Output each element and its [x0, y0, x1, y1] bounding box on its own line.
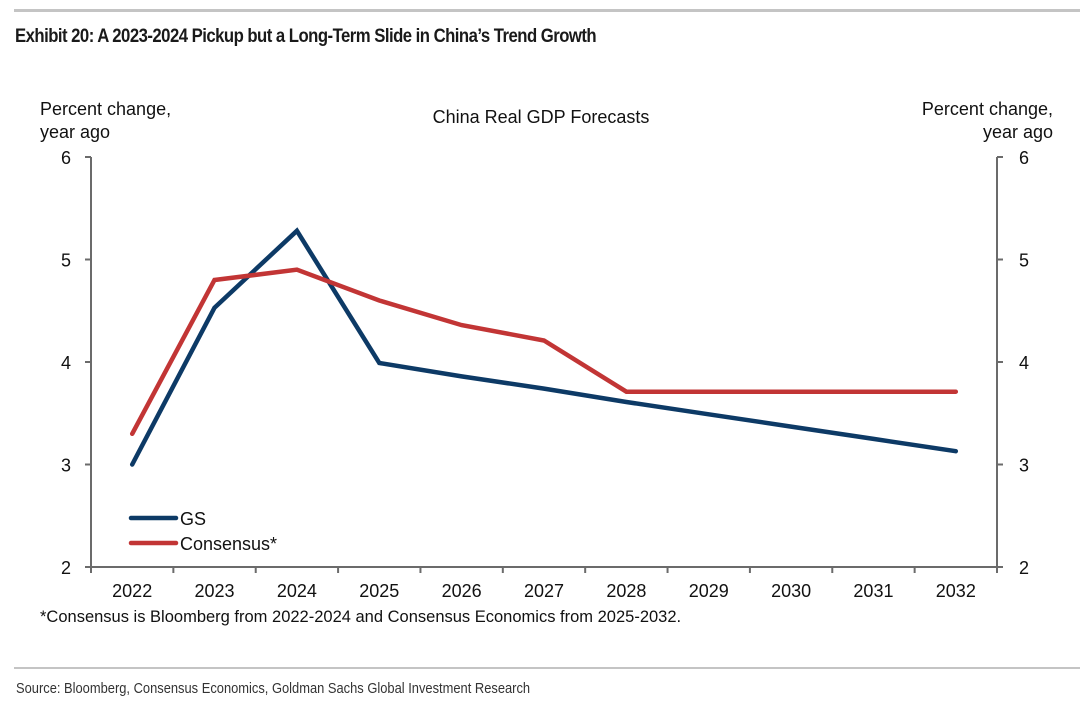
chart-title: China Real GDP Forecasts: [433, 107, 650, 127]
legend-label: GS: [180, 509, 206, 529]
left-y-tick-label: 3: [61, 456, 71, 476]
x-tick-label: 2025: [359, 581, 399, 601]
x-tick-label: 2023: [195, 581, 235, 601]
right-axis-label-line2: year ago: [983, 122, 1053, 142]
axes: 2 2 3 3 4 4 5 5 6 6 2022 2023 2024 2025 2026 2027 2028 20…: [61, 148, 1029, 601]
left-y-tick-label: 4: [61, 353, 71, 373]
legend-label: Consensus*: [180, 534, 277, 554]
source-note: Source: Bloomberg, Consensus Economics, …: [16, 680, 531, 697]
left-y-tick-label: 6: [61, 148, 71, 168]
x-tick-label: 2022: [112, 581, 152, 601]
series-line-consensus: [129, 267, 959, 437]
x-tick-label: 2024: [277, 581, 317, 601]
top-rule: [14, 9, 1080, 12]
x-tick-label: 2026: [442, 581, 482, 601]
right-y-tick-label: 2: [1019, 558, 1029, 578]
x-tick-label: 2030: [771, 581, 811, 601]
left-axis-label-line2: year ago: [40, 122, 110, 142]
left-y-tick-label: 5: [61, 251, 71, 271]
right-y-tick-label: 4: [1019, 353, 1029, 373]
right-axis-label-line1: Percent change,: [922, 99, 1053, 119]
right-y-tick-label: 6: [1019, 148, 1029, 168]
bottom-rule: [14, 667, 1080, 669]
series-lines: [129, 227, 959, 467]
right-y-tick-label: 5: [1019, 251, 1029, 271]
x-tick-label: 2032: [936, 581, 976, 601]
gdp-forecast-chart: China Real GDP Forecasts Percent change,…: [40, 99, 1053, 626]
left-y-tick-label: 2: [61, 558, 71, 578]
x-tick-label: 2031: [853, 581, 893, 601]
right-y-tick-label: 3: [1019, 456, 1029, 476]
exhibit-title: Exhibit 20: A 2023-2024 Pickup but a Lon…: [15, 26, 597, 47]
x-tick-label: 2027: [524, 581, 564, 601]
left-axis-label-line1: Percent change,: [40, 99, 171, 119]
series-line-gs: [129, 227, 959, 467]
chart-footnote: *Consensus is Bloomberg from 2022-2024 a…: [40, 608, 681, 626]
x-tick-label: 2029: [689, 581, 729, 601]
legend: GS Consensus*: [128, 509, 277, 554]
x-tick-label: 2028: [606, 581, 646, 601]
